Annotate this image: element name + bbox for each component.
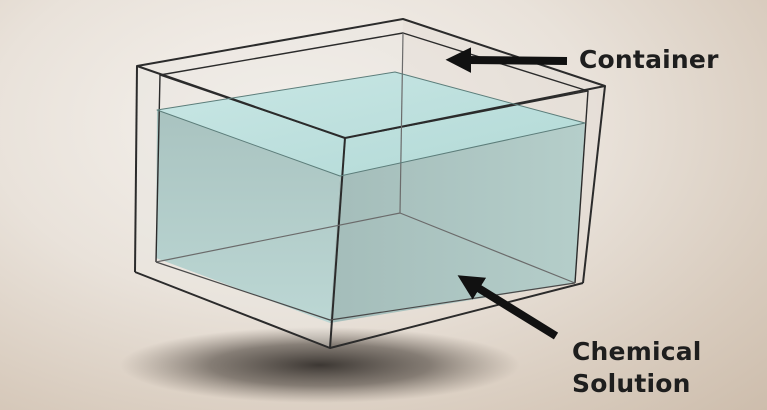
- cast-shadow: [120, 327, 520, 403]
- liquid-right-face: [330, 123, 585, 323]
- container-arrow: [445, 47, 568, 73]
- chemical-solution-label-line2: Solution: [572, 369, 691, 398]
- liquid-top-surface: [157, 72, 585, 176]
- liquid-front-face: [156, 110, 340, 323]
- container-label: Container: [579, 45, 719, 74]
- chemical-solution-label-line1: Chemical: [572, 337, 702, 366]
- chemical-solution-arrow: [457, 275, 559, 340]
